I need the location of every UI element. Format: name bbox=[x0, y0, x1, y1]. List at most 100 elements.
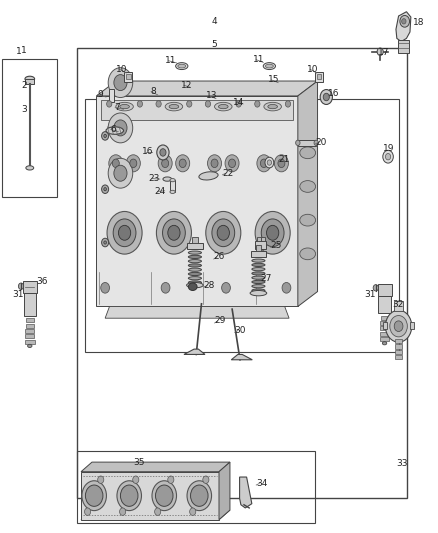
Text: 13: 13 bbox=[206, 92, 217, 100]
Bar bbox=[25, 79, 34, 84]
Bar bbox=[124, 72, 132, 82]
Ellipse shape bbox=[296, 140, 300, 146]
Circle shape bbox=[286, 101, 291, 107]
Bar bbox=[170, 180, 175, 192]
Circle shape bbox=[109, 155, 123, 172]
Bar bbox=[85, 99, 399, 352]
Text: 7: 7 bbox=[114, 103, 120, 112]
Text: 1: 1 bbox=[15, 47, 21, 56]
Circle shape bbox=[18, 283, 24, 289]
Bar bbox=[257, 237, 261, 241]
Text: 8: 8 bbox=[150, 87, 156, 96]
Circle shape bbox=[155, 508, 161, 515]
Bar bbox=[126, 74, 131, 79]
Circle shape bbox=[385, 154, 391, 160]
Ellipse shape bbox=[252, 263, 265, 266]
Ellipse shape bbox=[219, 104, 228, 109]
Circle shape bbox=[155, 485, 173, 506]
Polygon shape bbox=[105, 306, 289, 318]
Text: 24: 24 bbox=[154, 187, 166, 196]
Bar bbox=[109, 89, 114, 102]
Circle shape bbox=[102, 132, 109, 140]
Circle shape bbox=[260, 159, 267, 167]
Polygon shape bbox=[219, 462, 230, 520]
Ellipse shape bbox=[252, 268, 265, 271]
Ellipse shape bbox=[187, 282, 203, 288]
Bar bbox=[101, 100, 293, 120]
Circle shape bbox=[112, 159, 119, 167]
Ellipse shape bbox=[120, 104, 129, 109]
Circle shape bbox=[191, 485, 208, 506]
Circle shape bbox=[156, 101, 161, 107]
Text: 27: 27 bbox=[260, 274, 272, 283]
Circle shape bbox=[130, 159, 137, 167]
Bar bbox=[380, 321, 389, 325]
Circle shape bbox=[102, 185, 109, 193]
Bar bbox=[24, 293, 36, 316]
Text: 33: 33 bbox=[396, 459, 408, 468]
Circle shape bbox=[162, 159, 169, 167]
Bar bbox=[395, 339, 402, 343]
Bar bbox=[2, 59, 57, 197]
Text: 26: 26 bbox=[213, 253, 225, 261]
Ellipse shape bbox=[263, 63, 276, 69]
Circle shape bbox=[101, 282, 110, 293]
Circle shape bbox=[394, 321, 403, 332]
Text: 3: 3 bbox=[21, 105, 27, 114]
Text: 11: 11 bbox=[165, 56, 177, 65]
Bar bbox=[187, 243, 203, 249]
Text: 29: 29 bbox=[214, 317, 226, 325]
Circle shape bbox=[179, 159, 186, 167]
Ellipse shape bbox=[264, 102, 281, 111]
Circle shape bbox=[323, 93, 329, 101]
Circle shape bbox=[390, 316, 407, 337]
Circle shape bbox=[118, 225, 131, 240]
Ellipse shape bbox=[170, 190, 175, 193]
Text: 15: 15 bbox=[268, 76, 279, 84]
Circle shape bbox=[257, 155, 271, 172]
Bar bbox=[380, 337, 389, 341]
Circle shape bbox=[225, 155, 239, 172]
Ellipse shape bbox=[188, 272, 201, 276]
Polygon shape bbox=[81, 472, 219, 520]
Circle shape bbox=[211, 159, 218, 167]
Bar bbox=[395, 344, 402, 349]
Ellipse shape bbox=[178, 64, 186, 68]
Circle shape bbox=[160, 149, 166, 156]
Polygon shape bbox=[231, 354, 252, 360]
Text: 21: 21 bbox=[278, 156, 290, 164]
Polygon shape bbox=[240, 477, 252, 508]
Ellipse shape bbox=[199, 172, 218, 180]
Circle shape bbox=[168, 225, 180, 240]
Polygon shape bbox=[298, 81, 318, 306]
Circle shape bbox=[85, 508, 91, 515]
Text: 35: 35 bbox=[134, 458, 145, 466]
Circle shape bbox=[320, 90, 332, 104]
Ellipse shape bbox=[169, 104, 179, 109]
Text: 18: 18 bbox=[413, 18, 424, 27]
Bar bbox=[394, 301, 403, 311]
Ellipse shape bbox=[176, 63, 188, 69]
Circle shape bbox=[120, 508, 126, 515]
Text: 19: 19 bbox=[383, 144, 395, 152]
Bar bbox=[192, 237, 198, 243]
Text: 30: 30 bbox=[234, 326, 246, 335]
Text: 23: 23 bbox=[148, 174, 160, 183]
Circle shape bbox=[117, 481, 141, 511]
Bar bbox=[77, 451, 315, 523]
Circle shape bbox=[236, 101, 241, 107]
Ellipse shape bbox=[165, 102, 183, 111]
Ellipse shape bbox=[106, 127, 124, 134]
Circle shape bbox=[156, 212, 191, 254]
Ellipse shape bbox=[188, 255, 201, 259]
Bar bbox=[256, 245, 261, 251]
Circle shape bbox=[104, 134, 106, 138]
Text: 36: 36 bbox=[36, 277, 47, 286]
Circle shape bbox=[137, 101, 142, 107]
Bar bbox=[381, 316, 389, 320]
Circle shape bbox=[126, 155, 140, 172]
Ellipse shape bbox=[26, 166, 34, 170]
Ellipse shape bbox=[300, 248, 315, 260]
Polygon shape bbox=[184, 349, 205, 354]
Bar bbox=[378, 296, 391, 313]
